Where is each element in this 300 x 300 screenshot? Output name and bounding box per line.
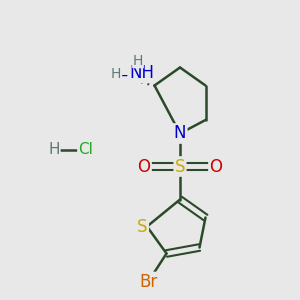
Text: S: S (137, 218, 148, 236)
Text: N: N (174, 124, 186, 142)
Text: H–N: H–N (109, 68, 140, 82)
Text: H: H (111, 67, 122, 80)
Text: Cl: Cl (78, 142, 93, 158)
Text: NH: NH (129, 64, 154, 82)
Text: S: S (175, 158, 185, 175)
Text: H: H (133, 54, 143, 68)
Text: H: H (48, 142, 60, 158)
Text: O: O (209, 158, 223, 175)
Text: O: O (137, 158, 151, 175)
Text: Br: Br (140, 273, 158, 291)
